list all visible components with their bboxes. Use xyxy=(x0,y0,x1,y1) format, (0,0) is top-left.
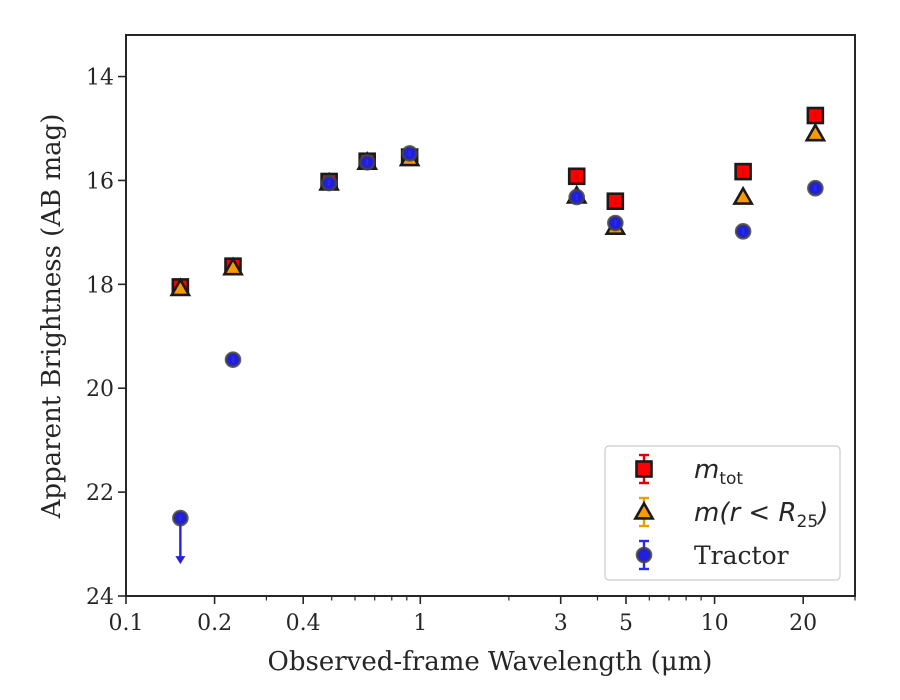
plot-frame xyxy=(125,34,856,597)
x-tick-label: 3 xyxy=(554,611,568,636)
legend-box xyxy=(604,445,841,581)
legend-label: mtot xyxy=(694,455,743,489)
y-axis-label: Apparent Brightness (AB mag) xyxy=(37,114,67,520)
x-tick-label: 0.4 xyxy=(286,611,321,636)
legend-label: m(r < R25) xyxy=(694,498,828,532)
legend-label: Tractor xyxy=(694,541,789,570)
legend: mtot m(r < R25) Tractor xyxy=(604,445,841,581)
plot-area: 0.1 0.2 0.4 1 3 5 10 20 14 16 18 20 22 24 xyxy=(86,34,856,636)
x-tick-label: 0.1 xyxy=(109,611,144,636)
legend-marker-square xyxy=(635,460,653,478)
y-tick-label: 18 xyxy=(86,273,114,298)
x-tick-label: 10 xyxy=(701,611,729,636)
x-tick-label: 1 xyxy=(413,611,427,636)
x-tick-label: 5 xyxy=(619,611,633,636)
x-axis-label: Observed-frame Wavelength (μm) xyxy=(268,647,713,677)
x-tick-label: 0.2 xyxy=(197,611,232,636)
x-tick-label: 20 xyxy=(789,611,817,636)
upper-limit-arrow-head xyxy=(175,556,186,565)
y-tick-label: 20 xyxy=(86,377,114,402)
y-tick-label: 14 xyxy=(86,66,114,91)
legend-marker-triangle xyxy=(633,500,655,520)
y-tick-label: 22 xyxy=(86,481,114,506)
y-tick-label: 24 xyxy=(86,585,114,610)
y-tick-label: 16 xyxy=(86,169,114,194)
legend-marker-circle xyxy=(635,546,653,564)
